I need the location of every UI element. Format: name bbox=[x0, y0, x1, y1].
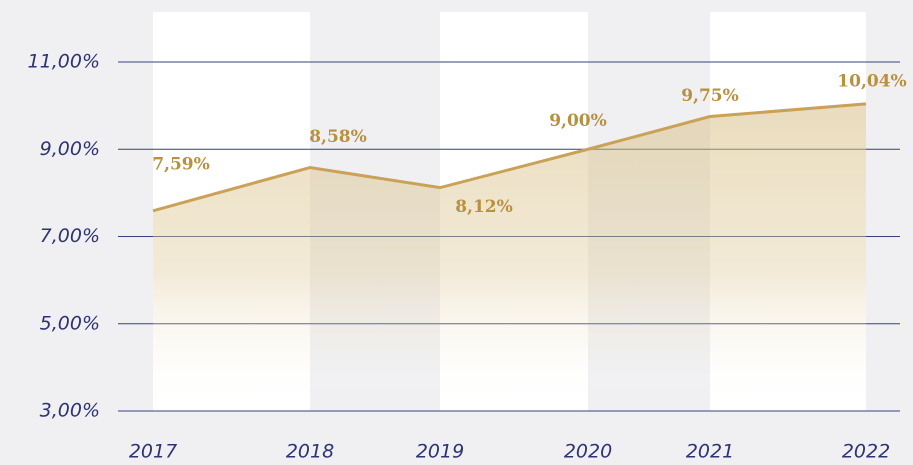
x-tick-label: 2018 bbox=[286, 441, 334, 463]
area bbox=[153, 103, 866, 411]
y-tick-label: 11,00% bbox=[28, 51, 100, 73]
y-tick-label: 7,00% bbox=[40, 225, 100, 247]
value-label: 8,58% bbox=[309, 127, 367, 147]
x-tick-label: 2020 bbox=[564, 441, 612, 463]
y-tick-label: 9,00% bbox=[40, 138, 100, 160]
value-label: 9,75% bbox=[681, 86, 739, 106]
y-tick-label: 3,00% bbox=[40, 400, 100, 422]
value-label: 7,59% bbox=[152, 154, 210, 174]
value-label: 10,04% bbox=[837, 71, 906, 91]
x-tick-label: 2022 bbox=[842, 441, 890, 463]
y-tick-label: 5,00% bbox=[40, 312, 100, 334]
x-tick-label: 2021 bbox=[686, 441, 734, 463]
value-label: 8,12% bbox=[455, 197, 513, 217]
line bbox=[152, 102, 867, 213]
value-label: 9,00% bbox=[549, 111, 607, 131]
x-tick-label: 2019 bbox=[416, 441, 464, 463]
x-tick-label: 2017 bbox=[129, 441, 177, 463]
